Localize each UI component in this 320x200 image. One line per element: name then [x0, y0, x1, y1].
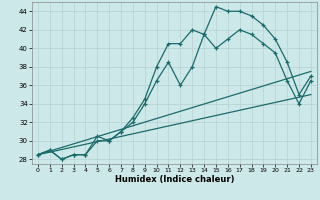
X-axis label: Humidex (Indice chaleur): Humidex (Indice chaleur) [115, 175, 234, 184]
